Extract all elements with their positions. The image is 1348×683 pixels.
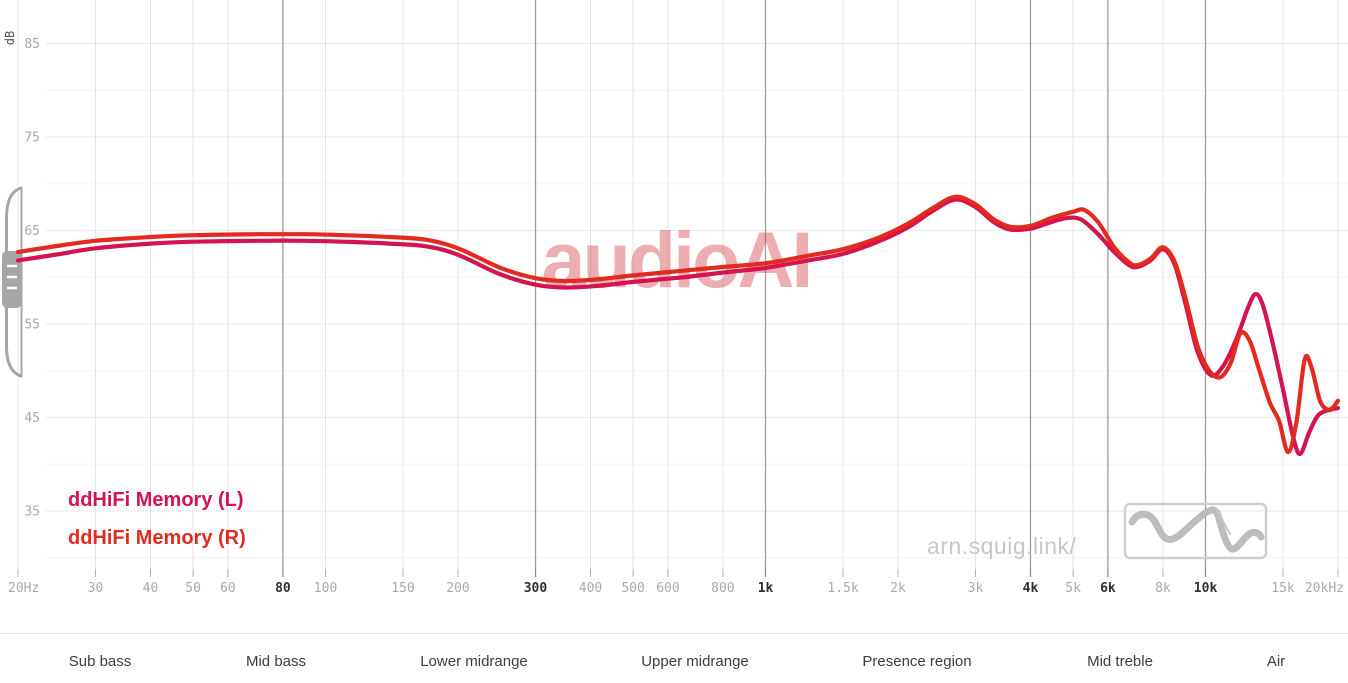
- x-tick-label: 20kHz: [1305, 581, 1344, 596]
- legend: ddHiFi Memory (L) ddHiFi Memory (R): [68, 490, 246, 566]
- legend-item-left-channel[interactable]: ddHiFi Memory (L): [68, 489, 244, 511]
- x-tick-label: 1k: [758, 581, 774, 596]
- x-tick-label: 8k: [1155, 581, 1171, 596]
- y-tick-label: 45: [24, 411, 40, 426]
- logo-frame: [1123, 502, 1268, 560]
- x-tick-label: 150: [391, 581, 414, 596]
- x-tick-label: 400: [579, 581, 602, 596]
- site-link-label: arn.squig.link/: [927, 533, 1077, 559]
- x-tick-label: 60: [220, 581, 236, 596]
- y-tick-label: 35: [24, 505, 40, 520]
- x-tick-label: 80: [275, 581, 291, 596]
- region-label-presence-region: Presence region: [862, 653, 972, 670]
- x-tick-label: 10k: [1194, 581, 1218, 596]
- x-tick-label: 30: [88, 581, 104, 596]
- x-tick-label: 50: [185, 581, 201, 596]
- y-axis-scale-handle[interactable]: [2, 186, 23, 378]
- y-axis-unit-label: dB: [3, 30, 17, 46]
- y-tick-label: 85: [24, 37, 40, 52]
- region-label-air: Air: [1266, 653, 1286, 670]
- handle-bottom-curve: [5, 306, 23, 378]
- x-tick-label: 600: [656, 581, 679, 596]
- y-tick-label: 65: [24, 224, 40, 239]
- x-tick-label: 6k: [1100, 581, 1116, 596]
- x-tick-label: 3k: [968, 581, 984, 596]
- handle-grip[interactable]: [2, 251, 22, 308]
- x-tick-label: 2k: [890, 581, 906, 596]
- legend-item-right-channel[interactable]: ddHiFi Memory (R): [68, 527, 246, 549]
- x-tick-label: 4k: [1023, 581, 1039, 596]
- x-tick-label: 200: [446, 581, 469, 596]
- squiglink-logo: [1123, 502, 1268, 560]
- x-tick-label: 800: [711, 581, 734, 596]
- region-label-mid-treble: Mid treble: [1087, 653, 1153, 670]
- x-tick-label: 100: [314, 581, 337, 596]
- region-label-lower-midrange: Lower midrange: [420, 653, 528, 670]
- x-tick-label: 15k: [1271, 581, 1295, 596]
- x-tick-label: 40: [143, 581, 159, 596]
- x-tick-label: 20Hz: [8, 581, 39, 596]
- watermark: audioAI: [541, 215, 814, 304]
- x-tick-label: 1.5k: [827, 581, 858, 596]
- x-tick-label: 300: [524, 581, 548, 596]
- x-tick-label: 5k: [1065, 581, 1081, 596]
- region-label-upper-midrange: Upper midrange: [641, 653, 749, 670]
- y-tick-label: 75: [24, 131, 40, 146]
- logo-squiggle-branch: [1215, 507, 1231, 535]
- frequency-region-bar: Sub bass Mid bass Lower midrange Upper m…: [0, 633, 1348, 683]
- handle-top-curve: [5, 186, 23, 254]
- region-label-sub-bass: Sub bass: [68, 653, 132, 670]
- logo-squiggle: [1128, 506, 1265, 553]
- y-tick-label: 55: [24, 318, 40, 333]
- x-tick-label: 500: [621, 581, 644, 596]
- region-label-mid-bass: Mid bass: [245, 653, 307, 670]
